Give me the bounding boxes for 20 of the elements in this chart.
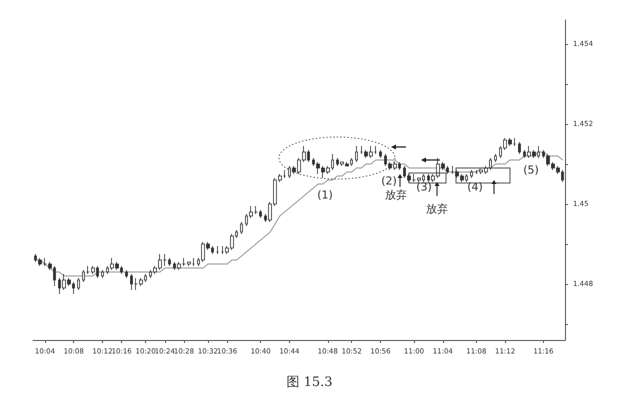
line-series	[34, 152, 564, 276]
annotation: 放弃	[426, 202, 448, 216]
candlestick	[101, 270, 104, 278]
text: 图 15.3	[286, 375, 333, 390]
candlestick	[216, 246, 219, 254]
candlestick	[125, 270, 128, 278]
annotation: (5)	[523, 164, 539, 176]
annotation: (4)	[467, 180, 483, 194]
candlestick	[494, 154, 497, 162]
candlestick	[240, 222, 243, 234]
candlestick	[518, 142, 521, 154]
candlestick	[77, 278, 80, 290]
candlestick	[355, 146, 358, 162]
candlestick	[379, 150, 382, 158]
candlestick	[470, 170, 473, 178]
annotation: (1)	[317, 188, 333, 202]
annotation: (2)	[381, 174, 397, 188]
annotation: 放弃	[385, 188, 407, 202]
annotation: (3)	[416, 180, 432, 194]
candlestick	[489, 158, 492, 170]
